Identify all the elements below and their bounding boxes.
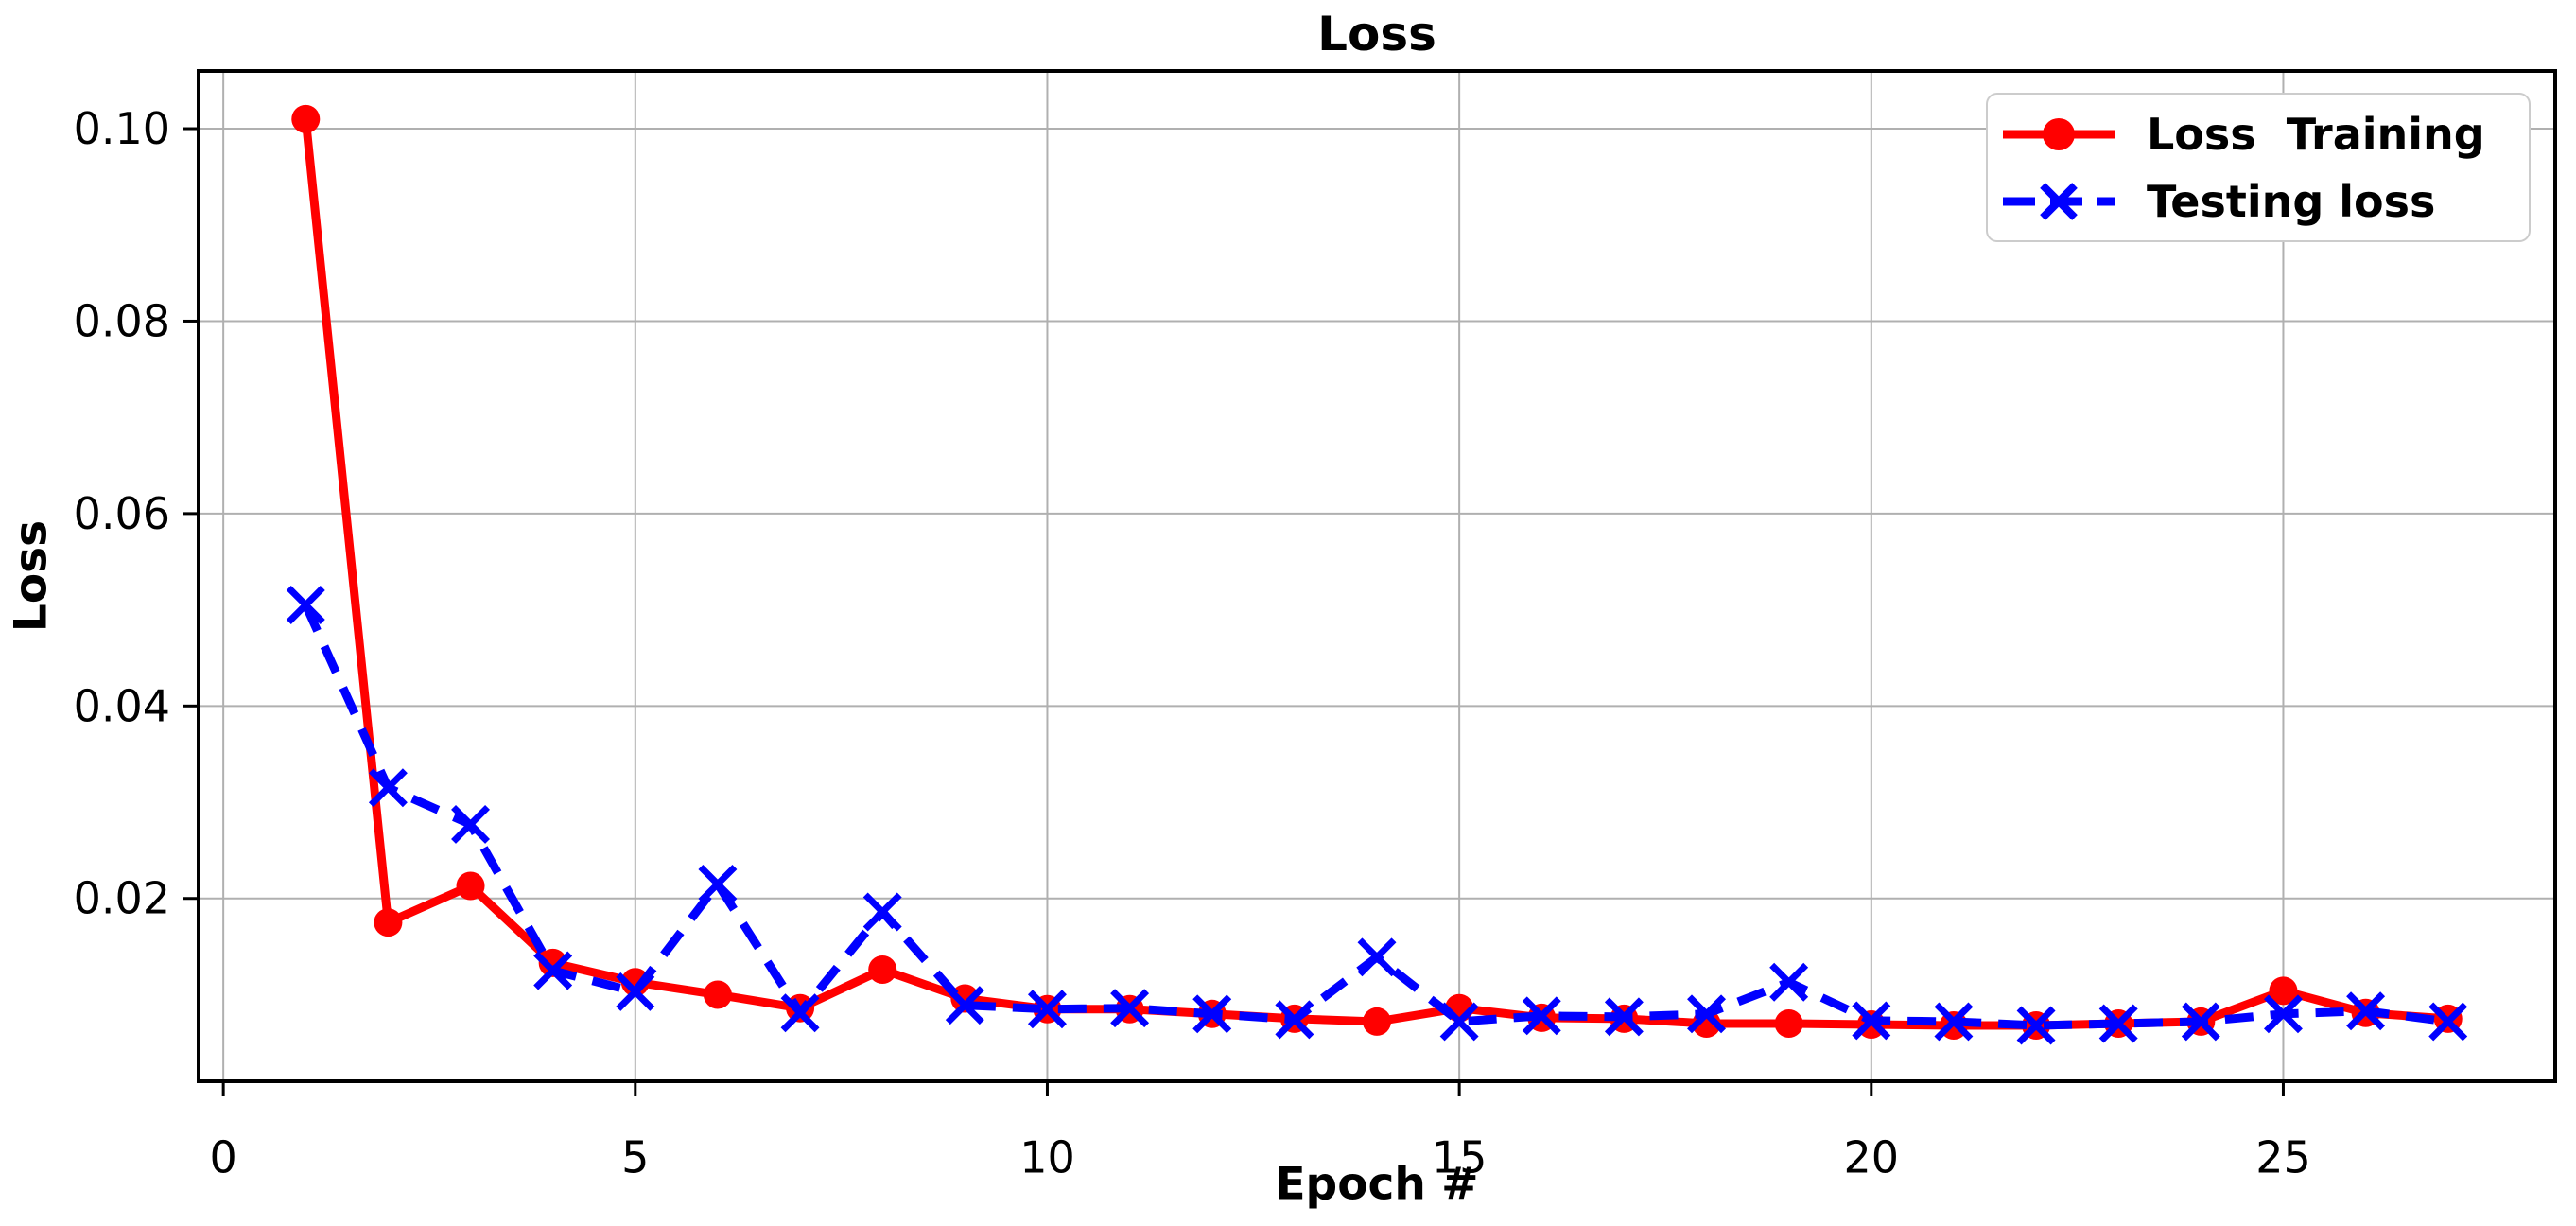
legend-label-training: Loss Training — [2147, 108, 2485, 160]
y-tick-label: 0.10 — [74, 103, 170, 154]
testing-marker — [1275, 1000, 1314, 1040]
testing-marker — [1357, 937, 1397, 977]
testing-line — [302, 603, 2449, 1030]
testing-marker — [862, 892, 902, 932]
training-marker — [2269, 976, 2298, 1006]
testing-marker — [286, 586, 325, 624]
training-marker — [456, 871, 485, 901]
training-marker — [1774, 1008, 1803, 1038]
y-axis-label: Loss — [5, 519, 58, 633]
y-tick-label: 0.02 — [74, 873, 170, 924]
testing-marker — [533, 951, 573, 990]
testing-marker — [1110, 989, 1150, 1028]
testing-marker — [945, 986, 984, 1025]
testing-marker — [1439, 1002, 1479, 1042]
series-training — [291, 104, 2463, 1041]
training-legend-marker — [2043, 117, 2075, 150]
testing-marker — [2098, 1004, 2138, 1043]
training-line — [301, 118, 2449, 1030]
testing-marker — [1769, 962, 1809, 1002]
testing-marker — [1522, 996, 1561, 1036]
x-tick-label: 25 — [2255, 1131, 2311, 1182]
testing-marker — [1687, 994, 1727, 1034]
testing-marker — [368, 768, 408, 808]
x-tick-label: 10 — [1019, 1131, 1075, 1182]
testing-marker — [2346, 991, 2386, 1031]
training-marker — [374, 908, 403, 937]
training-marker — [1363, 1007, 1391, 1036]
legend-item-testing: Testing loss — [1997, 171, 2519, 232]
y-tick-label: 0.06 — [74, 488, 170, 539]
x-tick-label: 0 — [209, 1131, 236, 1182]
y-tick-label: 0.08 — [74, 295, 170, 346]
testing-marker — [2428, 1002, 2468, 1042]
axis-ticks: 0 5 10 15 20 25 0.02 0.04 0.06 0.08 0.10 — [74, 103, 2311, 1182]
training-legend-sample — [2003, 117, 2115, 150]
testing-marker — [2016, 1006, 2056, 1045]
legend-label-testing: Testing loss — [2147, 175, 2436, 227]
testing-legend-marker — [2040, 182, 2078, 220]
legend: Loss Training Testing loss — [1986, 93, 2531, 242]
testing-marker — [616, 972, 655, 1011]
testing-marker — [1604, 997, 1644, 1037]
testing-marker — [1192, 994, 1232, 1034]
plot-border — [197, 69, 2557, 1083]
x-tick-label: 5 — [621, 1131, 649, 1182]
testing-marker — [1934, 1002, 1974, 1042]
training-marker — [868, 955, 897, 985]
legend-item-training: Loss Training — [1997, 104, 2519, 165]
testing-marker — [1027, 990, 1067, 1029]
testing-legend-sample — [2003, 182, 2115, 220]
testing-marker — [698, 865, 738, 903]
testing-marker — [2181, 1002, 2220, 1042]
chart-title: Loss — [1317, 7, 1436, 61]
y-tick-label: 0.04 — [74, 680, 170, 731]
testing-marker — [1852, 1001, 1891, 1041]
testing-marker — [2263, 994, 2303, 1034]
x-tick-label: 15 — [1432, 1131, 1488, 1182]
training-marker — [703, 980, 732, 1009]
testing-marker — [451, 804, 491, 844]
testing-marker — [780, 993, 820, 1033]
x-axis-label: Epoch # — [1275, 1158, 1479, 1211]
x-tick-label: 20 — [1844, 1131, 1900, 1182]
series-testing — [286, 586, 2468, 1045]
training-marker — [291, 104, 321, 133]
